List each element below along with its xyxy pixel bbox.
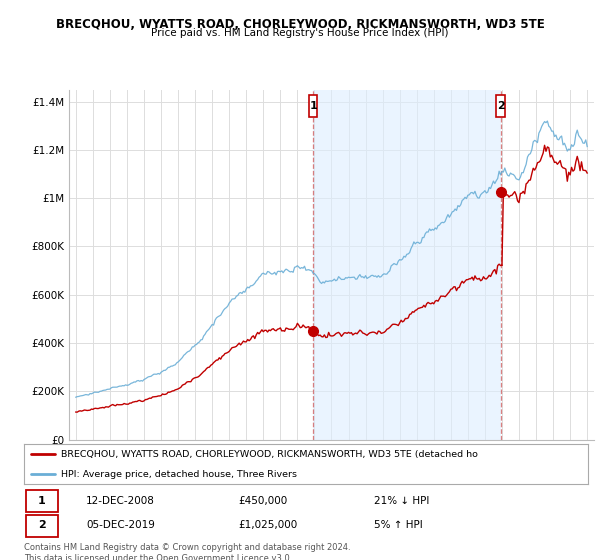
- Text: Contains HM Land Registry data © Crown copyright and database right 2024.
This d: Contains HM Land Registry data © Crown c…: [24, 543, 350, 560]
- Text: 2: 2: [38, 520, 46, 530]
- Text: 1: 1: [309, 101, 317, 111]
- Text: 12-DEC-2008: 12-DEC-2008: [86, 496, 155, 506]
- Text: BRECQHOU, WYATTS ROAD, CHORLEYWOOD, RICKMANSWORTH, WD3 5TE (detached ho: BRECQHOU, WYATTS ROAD, CHORLEYWOOD, RICK…: [61, 450, 478, 459]
- FancyBboxPatch shape: [26, 490, 58, 512]
- Text: 5% ↑ HPI: 5% ↑ HPI: [374, 520, 422, 530]
- Bar: [313, 90, 500, 440]
- Text: BRECQHOU, WYATTS ROAD, CHORLEYWOOD, RICKMANSWORTH, WD3 5TE: BRECQHOU, WYATTS ROAD, CHORLEYWOOD, RICK…: [56, 18, 544, 31]
- FancyBboxPatch shape: [26, 515, 58, 537]
- Text: 21% ↓ HPI: 21% ↓ HPI: [374, 496, 429, 506]
- Text: HPI: Average price, detached house, Three Rivers: HPI: Average price, detached house, Thre…: [61, 470, 296, 479]
- Text: 05-DEC-2019: 05-DEC-2019: [86, 520, 155, 530]
- Text: 2: 2: [497, 101, 505, 111]
- Text: Price paid vs. HM Land Registry's House Price Index (HPI): Price paid vs. HM Land Registry's House …: [151, 28, 449, 38]
- Text: £1,025,000: £1,025,000: [238, 520, 298, 530]
- FancyBboxPatch shape: [309, 95, 317, 117]
- Text: £450,000: £450,000: [238, 496, 287, 506]
- Text: 1: 1: [38, 496, 46, 506]
- FancyBboxPatch shape: [496, 95, 505, 117]
